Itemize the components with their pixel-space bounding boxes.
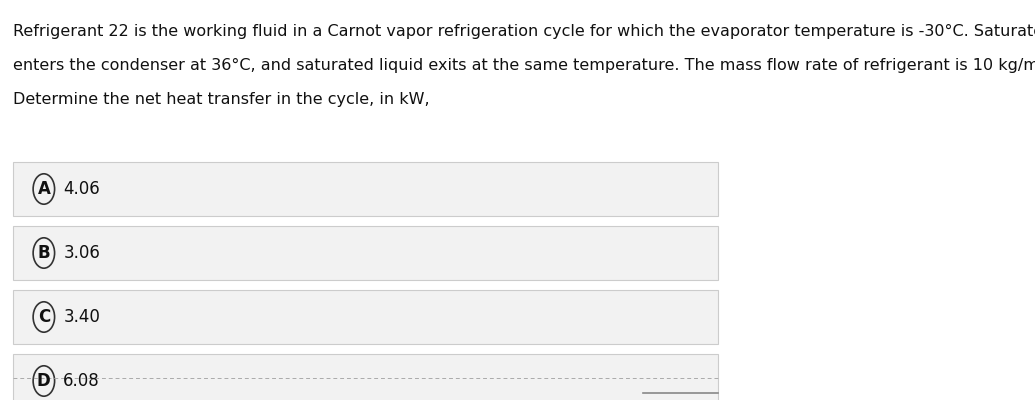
FancyBboxPatch shape xyxy=(13,162,718,216)
Text: enters the condenser at 36°C, and saturated liquid exits at the same temperature: enters the condenser at 36°C, and satura… xyxy=(13,58,1035,73)
Text: A: A xyxy=(37,180,51,198)
Ellipse shape xyxy=(33,238,55,268)
Text: 3.40: 3.40 xyxy=(63,308,100,326)
Text: C: C xyxy=(37,308,50,326)
Text: D: D xyxy=(37,372,51,390)
Text: 4.06: 4.06 xyxy=(63,180,100,198)
FancyBboxPatch shape xyxy=(13,290,718,344)
Text: 6.08: 6.08 xyxy=(63,372,100,390)
FancyBboxPatch shape xyxy=(13,354,718,400)
Ellipse shape xyxy=(33,174,55,204)
FancyBboxPatch shape xyxy=(13,226,718,280)
Text: B: B xyxy=(37,244,50,262)
Text: Determine the net heat transfer in the cycle, in kW,: Determine the net heat transfer in the c… xyxy=(13,92,430,107)
Ellipse shape xyxy=(33,366,55,396)
Ellipse shape xyxy=(33,302,55,332)
Text: 3.06: 3.06 xyxy=(63,244,100,262)
Text: Refrigerant 22 is the working fluid in a Carnot vapor refrigeration cycle for wh: Refrigerant 22 is the working fluid in a… xyxy=(13,24,1035,39)
